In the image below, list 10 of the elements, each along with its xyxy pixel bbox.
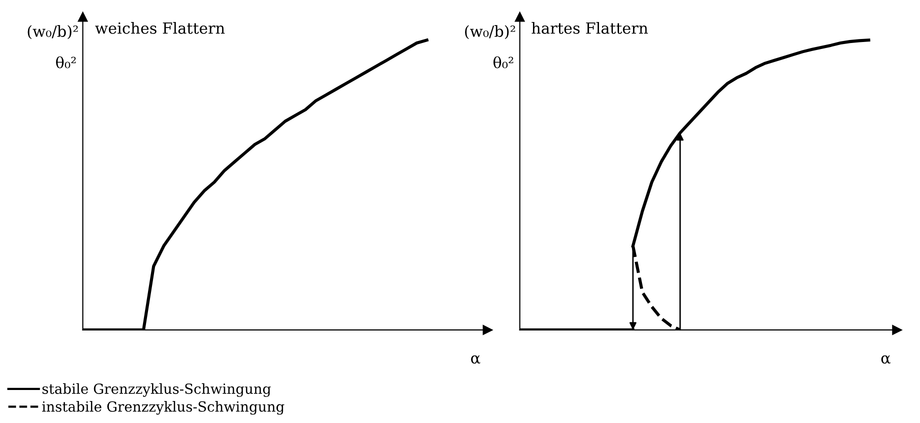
- legend-label: stabile Grenzzyklus-Schwingung: [42, 383, 271, 397]
- chart-title: weiches Flattern: [95, 22, 225, 34]
- chart-title: hartes Flattern: [532, 22, 648, 34]
- x-axis-title: α: [471, 355, 480, 364]
- text: instabile Grenzzyklus-Schwingung: [42, 401, 284, 415]
- x-axis-title: α: [881, 355, 890, 364]
- text: θ₀²: [56, 56, 76, 68]
- y-axis-title: (w₀/b)²: [28, 25, 78, 40]
- text: θ₀²: [493, 56, 514, 68]
- y-axis-title: (w₀/b)²: [465, 25, 516, 40]
